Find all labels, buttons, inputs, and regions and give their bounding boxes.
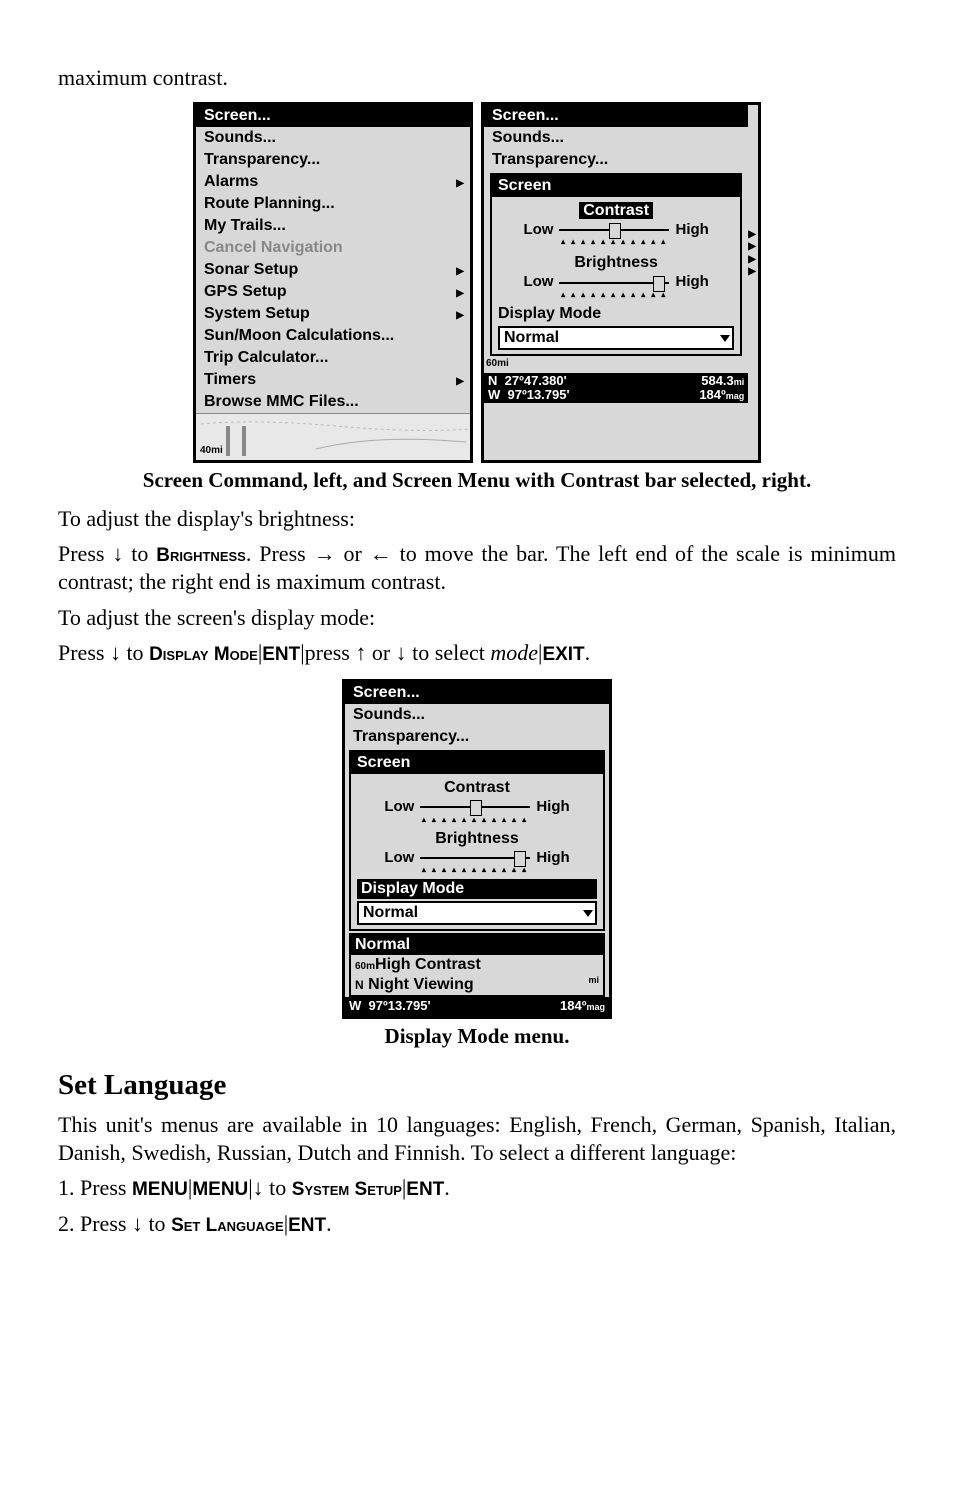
- dropdown-list: Normal 60mHigh Contrast N Night Viewingm…: [349, 933, 605, 997]
- chevron-down-icon: [583, 910, 593, 917]
- popup-title: Screen: [351, 752, 603, 774]
- menu-item[interactable]: Screen...: [196, 105, 470, 127]
- low-label: Low: [384, 849, 414, 868]
- display-mode-dropdown[interactable]: Normal: [498, 326, 734, 350]
- menu-item[interactable]: Transparency...: [345, 726, 609, 748]
- menu-item[interactable]: Alarms: [196, 171, 470, 193]
- menu-item[interactable]: Browse MMC Files...: [196, 391, 470, 413]
- dropdown-option[interactable]: Normal: [351, 935, 603, 955]
- menu-item[interactable]: Sounds...: [345, 704, 609, 726]
- bottom-device-screen: Screen... Sounds... Transparency... Scre…: [342, 679, 612, 1019]
- caption-1: Screen Command, left, and Screen Menu wi…: [58, 467, 896, 493]
- display-mode-label: Display Mode: [357, 879, 597, 899]
- chevron-down-icon: [720, 335, 730, 342]
- low-label: Low: [523, 273, 553, 292]
- menu-item[interactable]: Transparency...: [484, 149, 748, 171]
- popup-title: Screen: [492, 175, 740, 197]
- submenu-arrow-icon: [456, 304, 464, 324]
- caption-2: Display Mode menu.: [58, 1023, 896, 1049]
- slider-thumb[interactable]: [514, 851, 526, 867]
- menu-item[interactable]: Screen...: [345, 682, 609, 704]
- high-label: High: [536, 849, 569, 868]
- left-device-screen: Screen...Sounds...Transparency...AlarmsR…: [193, 102, 473, 463]
- left-scale: 40mi: [200, 445, 223, 458]
- displaymode-intro: To adjust the screen's display mode:: [58, 604, 896, 632]
- submenu-arrow-icon: [456, 260, 464, 280]
- right-scale: 60mi: [486, 358, 748, 371]
- step-2: 2. Press ↓ to Set Language|ENT.: [58, 1210, 896, 1238]
- brightness-body: Press ↓ to Brightness. Press → or ← to m…: [58, 540, 896, 595]
- slider-thumb[interactable]: [653, 276, 665, 292]
- menu-item[interactable]: Sonar Setup: [196, 259, 470, 281]
- slider-thumb[interactable]: [609, 223, 621, 239]
- displaymode-body: Press ↓ to Display Mode|ENT|press ↑ or ↓…: [58, 639, 896, 667]
- contrast-slider[interactable]: Low High: [498, 221, 734, 240]
- brightness-label: Brightness: [435, 830, 519, 847]
- dropdown-option[interactable]: 60mHigh Contrast: [351, 955, 603, 975]
- menu-item[interactable]: Timers: [196, 369, 470, 391]
- menu-item[interactable]: Sun/Moon Calculations...: [196, 325, 470, 347]
- display-mode-dropdown[interactable]: Normal: [357, 901, 597, 925]
- dropdown-value: Normal: [363, 903, 418, 923]
- top-screenshots: Screen...Sounds...Transparency...AlarmsR…: [58, 102, 896, 463]
- right-device-screen: Screen... Sounds... Transparency... Scre…: [481, 102, 761, 463]
- low-label: Low: [523, 221, 553, 240]
- side-arrows: ▶▶▶▶: [748, 105, 758, 404]
- info-bar: W 97º13.795' 184ºmag: [345, 997, 609, 1015]
- brightness-label: Brightness: [574, 254, 658, 271]
- dropdown-value: Normal: [504, 328, 559, 348]
- menu-item[interactable]: Sounds...: [196, 127, 470, 149]
- menu-item[interactable]: GPS Setup: [196, 281, 470, 303]
- contrast-slider[interactable]: Low High: [357, 798, 597, 817]
- low-label: Low: [384, 798, 414, 817]
- left-map-strip: 40mi: [196, 413, 470, 460]
- high-label: High: [536, 798, 569, 817]
- display-mode-label: Display Mode: [498, 304, 734, 324]
- submenu-arrow-icon: [456, 282, 464, 302]
- menu-item[interactable]: Route Planning...: [196, 193, 470, 215]
- high-label: High: [675, 221, 708, 240]
- menu-item[interactable]: Trip Calculator...: [196, 347, 470, 369]
- screen-popup: Screen Contrast Low High ▴▴▴▴▴▴▴▴▴▴▴ Bri…: [349, 750, 605, 932]
- submenu-arrow-icon: [456, 172, 464, 192]
- intro-line: maximum contrast.: [58, 64, 896, 92]
- contrast-label: Contrast: [579, 202, 653, 219]
- menu-item[interactable]: Transparency...: [196, 149, 470, 171]
- info-bar: N 27º47.380' W 97º13.795' 584.3mi 184ºma…: [484, 373, 748, 404]
- brightness-intro: To adjust the display's brightness:: [58, 505, 896, 533]
- contrast-label: Contrast: [444, 779, 510, 796]
- submenu-arrow-icon: [456, 370, 464, 390]
- language-para: This unit's menus are available in 10 la…: [58, 1111, 896, 1166]
- step-1: 1. Press MENU|MENU|↓ to System Setup|ENT…: [58, 1174, 896, 1202]
- bottom-screenshot: Screen... Sounds... Transparency... Scre…: [58, 679, 896, 1019]
- screen-popup: Screen Contrast Low High ▴▴▴▴▴▴▴▴▴▴▴ Bri…: [490, 173, 742, 357]
- menu-item[interactable]: My Trails...: [196, 215, 470, 237]
- dropdown-option[interactable]: N Night Viewingmi: [351, 975, 603, 995]
- high-label: High: [675, 273, 708, 292]
- menu-item[interactable]: Sounds...: [484, 127, 748, 149]
- menu-item[interactable]: Screen...: [484, 105, 748, 127]
- menu-item[interactable]: System Setup: [196, 303, 470, 325]
- section-title: Set Language: [58, 1067, 896, 1103]
- menu-item[interactable]: Cancel Navigation: [196, 237, 470, 259]
- slider-thumb[interactable]: [470, 800, 482, 816]
